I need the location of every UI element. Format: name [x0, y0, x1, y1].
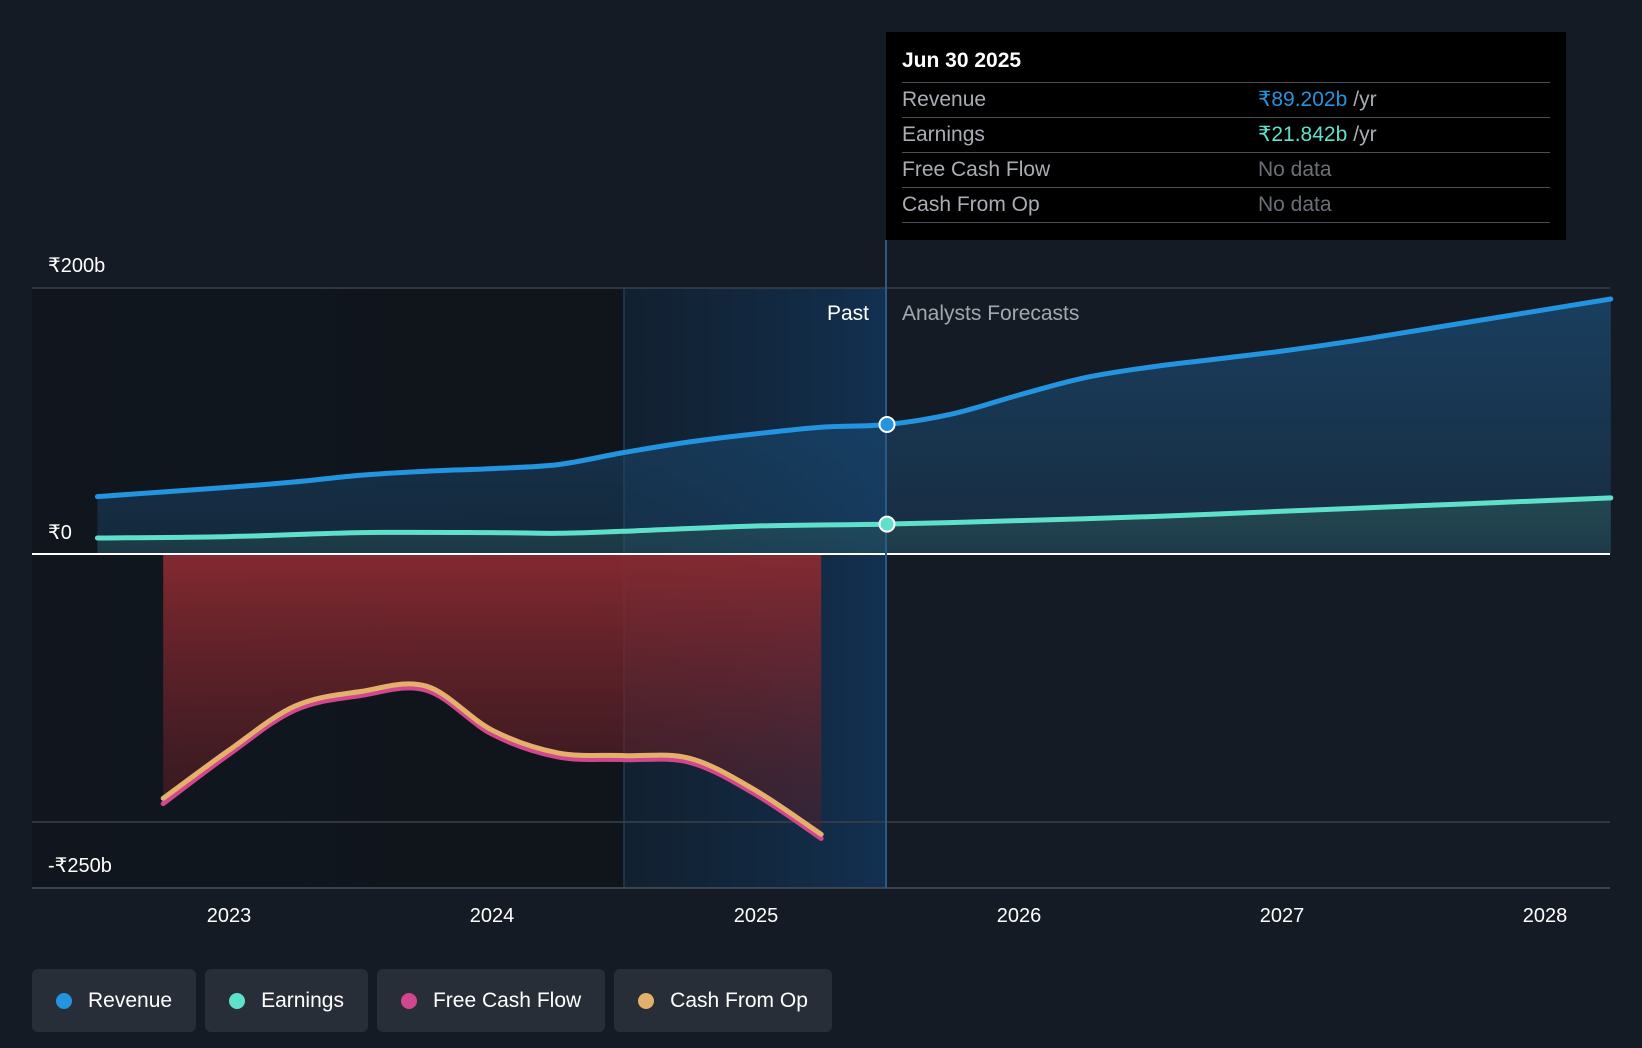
y-tick-label: -₹250b: [48, 855, 112, 877]
free-cash-flow-line: [160, 685, 824, 841]
legend-dot-icon: [638, 992, 655, 1009]
tooltip-row-name: Free Cash Flow: [902, 158, 1051, 181]
legend-label: Cash From Op: [670, 988, 808, 1012]
tooltip-date: Jun 30 2025: [902, 49, 1022, 72]
past-label: Past: [827, 302, 869, 325]
revenue-marker: [878, 416, 896, 434]
y-tick-label: ₹200b: [48, 255, 105, 277]
tooltip-row-value: No data: [1258, 158, 1332, 181]
tooltip-row-earnings: Earnings ₹21.842b /yr: [902, 117, 1550, 152]
legend: Revenue Earnings Free Cash Flow Cash Fro…: [32, 969, 832, 1032]
tooltip-row-unit: /yr: [1353, 88, 1377, 111]
tooltip-row-value: No data: [1258, 193, 1332, 216]
legend-dot-icon: [400, 992, 417, 1009]
legend-item-earnings[interactable]: Earnings: [205, 969, 368, 1032]
y-tick-label: ₹0: [48, 522, 72, 544]
tooltip-row-unit: /yr: [1353, 123, 1377, 146]
tooltip-row-name: Cash From Op: [902, 193, 1040, 216]
forecast-label: Analysts Forecasts: [902, 302, 1079, 325]
tooltip-row-cfo: Cash From Op No data: [902, 187, 1550, 223]
tooltip-row-value: ₹21.842b: [1258, 123, 1348, 146]
legend-label: Free Cash Flow: [432, 988, 582, 1012]
earnings-marker: [878, 515, 896, 533]
legend-dot-icon: [229, 992, 246, 1009]
cash-from-op-line: [160, 681, 824, 837]
tooltip-row-revenue: Revenue ₹89.202b /yr: [902, 82, 1550, 117]
x-tick-label: 2027: [1260, 905, 1305, 927]
x-tick-label: 2024: [470, 905, 515, 927]
x-tick-label: 2025: [734, 905, 779, 927]
legend-item-free-cash-flow[interactable]: Free Cash Flow: [376, 969, 606, 1032]
tooltip-row-name: Revenue: [902, 88, 987, 111]
x-tick-label: 2026: [997, 905, 1042, 927]
tooltip-row-fcf: Free Cash Flow No data: [902, 152, 1550, 187]
earnings-line: [94, 495, 1614, 541]
free-cash-flow-area: [163, 554, 822, 839]
legend-item-revenue[interactable]: Revenue: [32, 969, 197, 1032]
tooltip-row-name: Earnings: [902, 123, 985, 146]
legend-item-cash-from-op[interactable]: Cash From Op: [614, 969, 832, 1032]
markers-layer: [878, 416, 896, 533]
tooltip: Jun 30 2025 Revenue ₹89.202b /yr Earning…: [886, 32, 1566, 240]
tooltip-row-value: ₹89.202b: [1258, 88, 1348, 111]
legend-dot-icon: [56, 992, 72, 1009]
x-tick-label: 2023: [207, 905, 252, 927]
legend-label: Earnings: [261, 988, 344, 1012]
legend-label: Revenue: [88, 988, 173, 1012]
series-layer: [94, 296, 1614, 841]
x-tick-label: 2028: [1523, 905, 1568, 927]
